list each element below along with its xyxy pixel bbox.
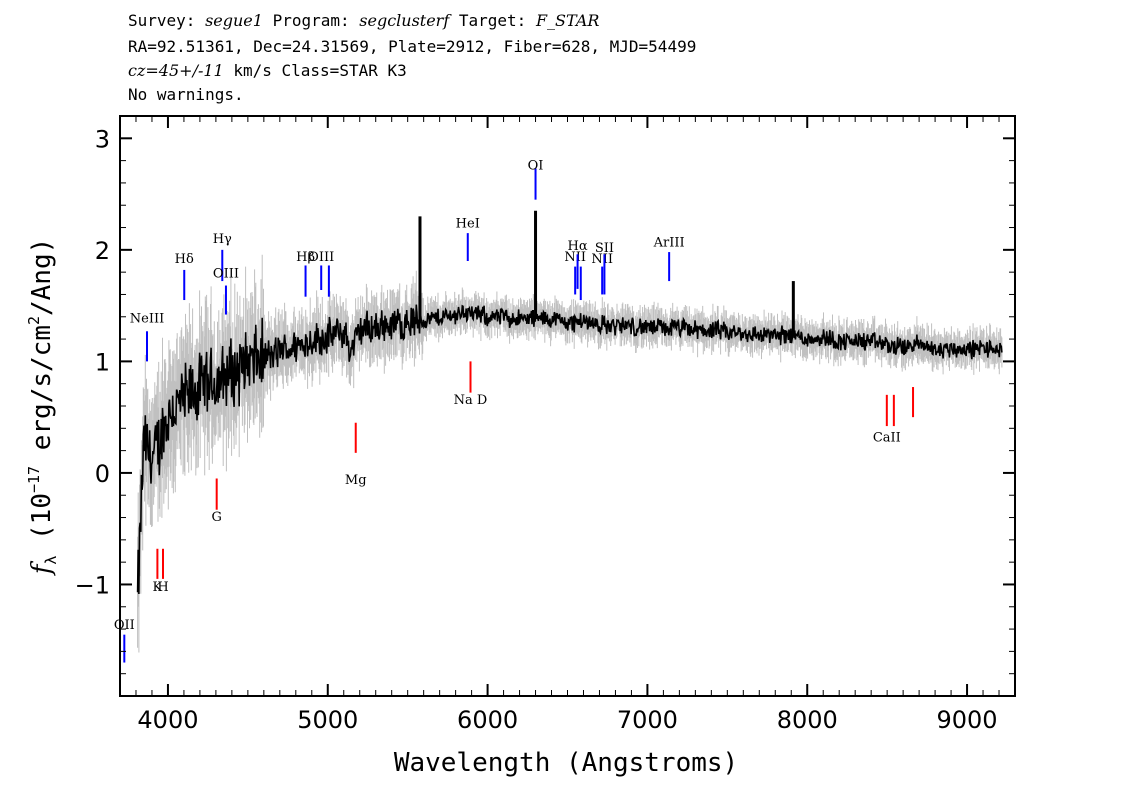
x-tick-label: 9000 bbox=[937, 706, 998, 734]
redshift-unit: km/s bbox=[223, 61, 282, 80]
program-label: Program: bbox=[262, 11, 360, 30]
absorption-line-label: CaII bbox=[873, 431, 901, 446]
emission-line-label: OIII bbox=[308, 250, 334, 265]
x-axis-label: Wavelength (Angstroms) bbox=[394, 748, 738, 778]
emission-line-label: SII bbox=[595, 241, 614, 256]
emission-line-label: Hβ bbox=[296, 250, 315, 265]
emission-line-label: OI bbox=[528, 159, 544, 174]
header-line-3: cz=45+/-11 km/s Class=STAR K3 bbox=[128, 60, 407, 82]
emission-line-label: OIII bbox=[213, 267, 239, 282]
y-tick-label: 2 bbox=[95, 237, 110, 265]
error-band-path bbox=[137, 254, 1003, 653]
error-band bbox=[137, 254, 1003, 653]
emission-line-label: NeIII bbox=[130, 311, 164, 326]
absorption-line-label: Na D bbox=[454, 393, 488, 408]
x-tick-label: 5000 bbox=[297, 706, 358, 734]
emission-line-label: NII bbox=[564, 250, 586, 265]
x-tick-label: 8000 bbox=[777, 706, 838, 734]
emission-line-label: OII bbox=[114, 618, 135, 633]
absorption-line-label: Mg bbox=[345, 473, 367, 488]
emission-line-label: NII bbox=[591, 252, 613, 267]
y-tick-label: −1 bbox=[75, 571, 110, 599]
x-tick-label: 7000 bbox=[617, 706, 678, 734]
absorption-line-label: G bbox=[211, 510, 221, 525]
emission-line-label: ArIII bbox=[653, 236, 685, 251]
flux-series bbox=[136, 210, 1003, 595]
emission-line-label: Hγ bbox=[213, 232, 232, 247]
program-value: segclusterf bbox=[359, 11, 450, 30]
class-value: Class=STAR K3 bbox=[281, 61, 407, 80]
emission-line-label: Hδ bbox=[175, 252, 194, 267]
header-line-2: RA=92.51361, Dec=24.31569, Plate=2912, F… bbox=[128, 37, 697, 56]
survey-value: segue1 bbox=[205, 11, 263, 30]
y-tick-label: 0 bbox=[95, 460, 110, 488]
absorption-line-label: H bbox=[157, 580, 168, 595]
redshift-value: cz=45+/-11 bbox=[128, 61, 224, 80]
target-value: F_STAR bbox=[535, 11, 600, 30]
y-tick-label: 3 bbox=[95, 125, 110, 153]
emission-line-label: Hα bbox=[568, 239, 588, 254]
survey-label: Survey: bbox=[128, 11, 206, 30]
y-axis-label: fλ (10−17 erg/s/cm2/Ang) bbox=[25, 238, 60, 577]
y-tick-label: 1 bbox=[95, 348, 110, 376]
header-line-4: No warnings. bbox=[128, 85, 244, 104]
x-tick-label: 4000 bbox=[137, 706, 198, 734]
header-line-1: Survey: segue1 Program: segclusterf Targ… bbox=[128, 10, 599, 32]
target-label: Target: bbox=[449, 11, 536, 30]
absorption-line-label: K bbox=[153, 580, 163, 595]
emission-line-label: HeI bbox=[456, 217, 480, 232]
axis-ticks: 4000 5000 6000 7000 8000 9000 −1 0 1 2 3 bbox=[75, 116, 1016, 734]
x-tick-label: 6000 bbox=[457, 706, 518, 734]
flux-line bbox=[136, 304, 1003, 595]
